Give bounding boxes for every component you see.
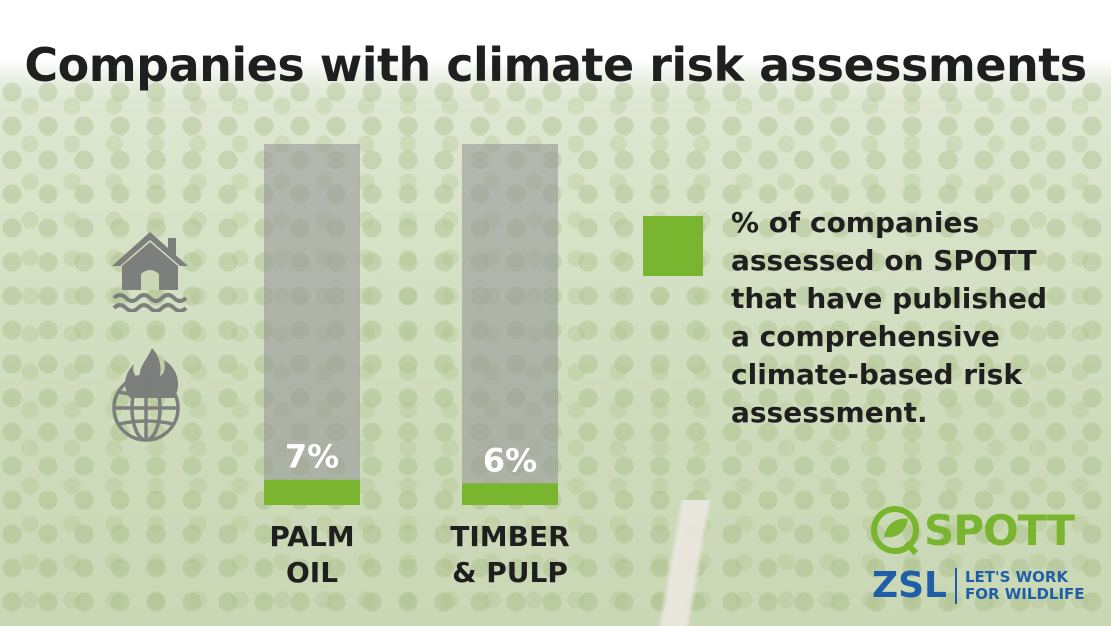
zsl-wordmark: ZSL bbox=[872, 565, 947, 606]
zsl-logo: ZSL LET'S WORK FOR WILDLIFE bbox=[872, 565, 1085, 606]
data-label: 6% bbox=[483, 441, 537, 479]
bar-value bbox=[264, 479, 360, 505]
legend-swatch bbox=[643, 216, 703, 276]
category-label: PALM bbox=[269, 520, 354, 553]
bar-track bbox=[462, 144, 558, 505]
house-flood-icon bbox=[112, 232, 188, 312]
legend-text: % of companies assessed on SPOTT that ha… bbox=[731, 206, 1048, 429]
globe-fire-icon bbox=[112, 348, 180, 442]
spott-logo: SPOTT bbox=[870, 505, 1075, 555]
bar-value bbox=[462, 483, 558, 505]
category-label: OIL bbox=[286, 556, 338, 589]
forest-road bbox=[640, 500, 730, 626]
category-label: TIMBER bbox=[450, 520, 569, 553]
category-label: & PULP bbox=[452, 556, 568, 589]
bar-track bbox=[264, 144, 360, 505]
chart-title: Companies with climate risk assessments bbox=[24, 38, 1087, 92]
zsl-divider bbox=[954, 567, 957, 604]
zsl-tagline: LET'S WORK FOR WILDLIFE bbox=[964, 567, 1085, 603]
spott-wordmark: SPOTT bbox=[924, 505, 1075, 555]
data-label: 7% bbox=[285, 438, 339, 476]
spott-leaf-icon bbox=[871, 506, 919, 555]
